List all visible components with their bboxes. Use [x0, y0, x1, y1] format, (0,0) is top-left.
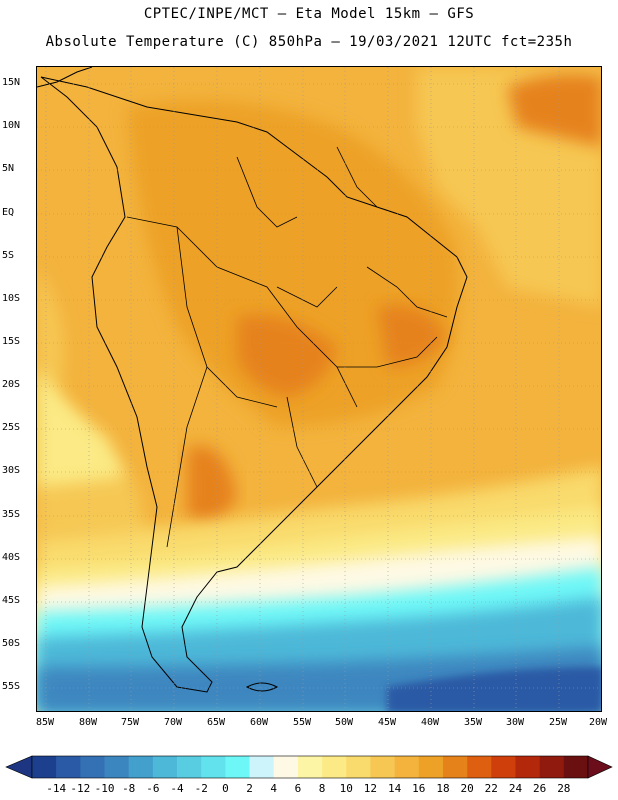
- colorbar-tick-label: 10: [339, 782, 353, 795]
- lon-label: 40W: [420, 717, 440, 728]
- colorbar-swatch: [563, 756, 589, 778]
- colorbar-swatch: [491, 756, 516, 778]
- lat-label: 5N: [2, 163, 15, 174]
- field-warm-ne: [507, 73, 601, 147]
- lat-label: 55S: [2, 681, 21, 692]
- colorbar-swatch: [249, 756, 275, 778]
- falkland-islands: [245, 682, 279, 692]
- colorbar-swatch: [467, 756, 492, 778]
- colorbar-tick-label: 26: [533, 782, 547, 795]
- field-lightyellow-w: [37, 367, 127, 487]
- lat-label: 15N: [2, 77, 21, 88]
- colorbar-swatch: [32, 756, 57, 778]
- lat-label: 25S: [2, 422, 21, 433]
- lon-label: 25W: [548, 717, 568, 728]
- field-navy-s: [387, 667, 601, 711]
- colorbar-swatch: [442, 756, 468, 778]
- colorbar-swatch: [539, 756, 565, 778]
- title-line-2: Absolute Temperature (C) 850hPa – 19/03/…: [45, 34, 573, 50]
- map-panel: [36, 66, 602, 712]
- colorbar-swatch: [152, 756, 178, 778]
- lon-label: 75W: [120, 717, 140, 728]
- colorbar-swatch: [418, 756, 444, 778]
- lon-label: 55W: [292, 717, 312, 728]
- field-darkorange-south: [187, 445, 237, 524]
- lat-label: 5S: [2, 250, 15, 261]
- colorbar-tick-label: 28: [557, 782, 571, 795]
- colorbar-swatch: [370, 756, 395, 778]
- colorbar-tick-label: 12: [363, 782, 378, 795]
- lon-label: 45W: [377, 717, 397, 728]
- color-scale-bar: [5, 755, 613, 779]
- lat-label: EQ: [2, 207, 15, 218]
- lon-label: 50W: [334, 717, 354, 728]
- colorbar-swatch: [394, 756, 420, 778]
- colorbar-tick-label: 0: [222, 782, 229, 795]
- colorbar-tick-label: -10: [94, 782, 115, 795]
- colorbar-tick-label: 22: [484, 782, 498, 795]
- colorbar-swatch: [297, 756, 323, 778]
- colorbar-swatch: [104, 756, 129, 778]
- colorbar-tick-label: -8: [122, 782, 136, 795]
- colorbar-tick-label: 18: [436, 782, 450, 795]
- lon-label: 70W: [163, 717, 183, 728]
- colorbar-tick-label: 4: [270, 782, 278, 795]
- lon-label: 80W: [78, 717, 98, 728]
- colorbar-swatch: [201, 756, 226, 778]
- colorbar-swatch: [346, 756, 371, 778]
- lat-label: 30S: [2, 465, 21, 476]
- colorbar-swatch: [80, 756, 105, 778]
- field-orange-continent: [127, 100, 460, 428]
- temperature-map: [37, 67, 601, 711]
- coastline-south-america: [40, 76, 468, 693]
- lon-label: 20W: [588, 717, 608, 728]
- lon-label: 65W: [206, 717, 226, 728]
- colorbar-tick-label: 24: [508, 782, 523, 795]
- lat-label: 20S: [2, 379, 21, 390]
- lat-label: 45S: [2, 595, 21, 606]
- colorbar-tick-label: -12: [70, 782, 91, 795]
- country-borders: [126, 146, 448, 548]
- coastline-central-america: [37, 67, 93, 88]
- colorbar-over-arrow: [587, 755, 613, 779]
- lat-label: 40S: [2, 552, 21, 563]
- lat-label: 50S: [2, 638, 21, 649]
- colorbar-under-arrow: [5, 755, 33, 779]
- colorbar-tick-label: 14: [387, 782, 402, 795]
- title-line-1: CPTEC/INPE/MCT – Eta Model 15km – GFS: [143, 6, 475, 22]
- lon-label: 85W: [35, 717, 55, 728]
- lat-label: 35S: [2, 509, 21, 520]
- colorbar-swatch: [128, 756, 154, 778]
- colorbar-swatch: [56, 756, 81, 778]
- lat-label: 10S: [2, 293, 21, 304]
- colorbar-tick-label: 20: [460, 782, 474, 795]
- field-darkorange-center: [237, 315, 337, 397]
- lon-label: 30W: [505, 717, 525, 728]
- lon-label: 60W: [249, 717, 269, 728]
- lat-label: 10N: [2, 120, 21, 131]
- colorbar-swatch: [177, 756, 202, 778]
- colorbar-tick-label: 2: [246, 782, 253, 795]
- colorbar-tick-label: 16: [412, 782, 426, 795]
- colorbar-tick-label: -14: [46, 782, 67, 795]
- colorbar-tick-label: 6: [294, 782, 302, 795]
- colorbar-tick-label: -2: [194, 782, 208, 795]
- colorbar-tick-label: -4: [170, 782, 184, 795]
- lon-label: 35W: [463, 717, 483, 728]
- lat-label: 15S: [2, 336, 21, 347]
- colorbar-tick-label: 8: [318, 782, 326, 795]
- colorbar-swatch: [515, 756, 540, 778]
- field-darkorange-east: [377, 305, 447, 367]
- colorbar-tick-label: -6: [146, 782, 160, 795]
- colorbar-swatch: [273, 756, 299, 778]
- colorbar-swatch: [225, 756, 250, 778]
- colorbar-swatch: [322, 756, 347, 778]
